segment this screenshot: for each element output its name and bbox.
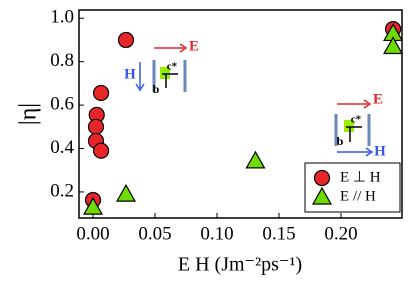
x-tick-label: 0.10 [200,223,233,244]
x-tick-label: 0.20 [324,223,357,244]
triangle-marker [311,186,333,205]
annotation: c* [351,114,362,126]
plot-frame [78,9,403,219]
inset-diagram [135,43,374,157]
annotation: H [124,66,136,82]
circle-marker [87,118,105,135]
legend-label: E ⊥ H [340,169,381,185]
circle-marker [313,169,331,187]
triangle-marker [115,183,137,202]
circle-marker [117,31,135,49]
y-tick-label: 1.0 [50,7,74,28]
triangle-marker [82,196,104,215]
y-tick-label: 0.4 [50,137,74,158]
annotation: b [337,134,344,148]
annotation: E [189,38,199,54]
x-tick-label: 0.00 [76,223,109,244]
y-axis-label: |η| [16,103,42,125]
y-tick-label: 0.8 [50,50,74,71]
x-axis-label: E H (Jm⁻²ps⁻¹) [178,254,302,276]
circle-marker [92,142,110,159]
triangle-marker [245,150,266,169]
annotation: E [373,91,383,107]
y-tick-label: 0.2 [50,180,74,201]
annotation: H [374,143,386,159]
x-tick-label: 0.05 [138,223,171,244]
legend-label: E // H [340,188,376,204]
triangle-marker [383,36,404,55]
circle-marker [92,84,110,102]
y-tick-label: 0.6 [50,93,74,114]
annotation: b [153,82,160,96]
x-tick-label: 0.15 [262,223,295,244]
annotation: c* [167,61,178,73]
